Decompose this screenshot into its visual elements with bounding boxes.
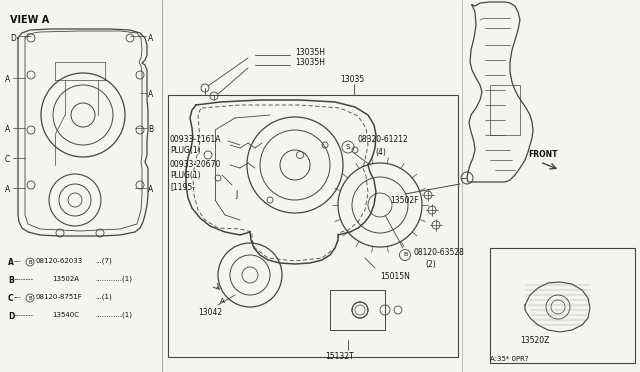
Text: 08120-62033: 08120-62033: [35, 258, 83, 264]
Text: ---: ---: [14, 294, 22, 300]
Text: A: A: [5, 185, 10, 194]
Text: 13035H: 13035H: [295, 48, 325, 57]
Text: (2): (2): [425, 260, 436, 269]
Text: 13042: 13042: [198, 308, 222, 317]
Text: --------: --------: [14, 312, 34, 318]
Text: (4): (4): [375, 148, 386, 157]
Text: VIEW A: VIEW A: [10, 15, 49, 25]
Text: 08120-63528: 08120-63528: [413, 248, 464, 257]
Text: 13502F: 13502F: [390, 196, 419, 205]
Text: B: B: [8, 276, 13, 285]
Text: PLUG(1): PLUG(1): [170, 171, 200, 180]
Bar: [330, 290, 385, 330]
Text: ---: ---: [14, 258, 22, 264]
Text: C: C: [8, 294, 13, 303]
Text: A: A: [148, 90, 153, 99]
Text: B: B: [403, 253, 407, 257]
Text: A: A: [5, 125, 10, 134]
Text: --------: --------: [14, 276, 34, 282]
Text: A: A: [5, 75, 10, 84]
Text: [1195-: [1195-: [170, 182, 195, 191]
Text: B: B: [28, 295, 32, 301]
Text: B: B: [28, 260, 32, 264]
Text: J: J: [235, 190, 237, 199]
Text: A: A: [220, 298, 225, 304]
Text: ............(1): ............(1): [95, 312, 132, 318]
Bar: [168, 95, 458, 357]
Text: S: S: [346, 144, 350, 150]
Text: 08320-61212: 08320-61212: [358, 135, 409, 144]
Text: ...(1): ...(1): [95, 294, 112, 301]
Text: 00933-1161A: 00933-1161A: [170, 135, 221, 144]
Text: FRONT: FRONT: [528, 150, 557, 159]
Text: ...(7): ...(7): [95, 258, 112, 264]
Text: 13520Z: 13520Z: [520, 336, 549, 345]
Bar: [490, 85, 520, 135]
Text: 15015N: 15015N: [380, 272, 410, 281]
Text: A: A: [148, 34, 153, 43]
Text: A:35* 0PR?: A:35* 0PR?: [490, 356, 529, 362]
Text: D: D: [8, 312, 14, 321]
Text: 00933-20670: 00933-20670: [170, 160, 221, 169]
Bar: [490, 248, 635, 363]
Text: 13502A: 13502A: [52, 276, 79, 282]
Text: 15132T: 15132T: [325, 352, 354, 361]
Text: B: B: [148, 125, 153, 134]
Text: C: C: [5, 155, 10, 164]
Text: A: A: [8, 258, 14, 267]
Text: D: D: [10, 34, 16, 43]
Text: 13540C: 13540C: [52, 312, 79, 318]
Text: ............(1): ............(1): [95, 276, 132, 282]
Text: 08120-8751F: 08120-8751F: [35, 294, 82, 300]
Text: PLUG(1): PLUG(1): [170, 146, 200, 155]
Text: 13035: 13035: [340, 75, 364, 84]
Text: A: A: [148, 185, 153, 194]
Text: 13035H: 13035H: [295, 58, 325, 67]
